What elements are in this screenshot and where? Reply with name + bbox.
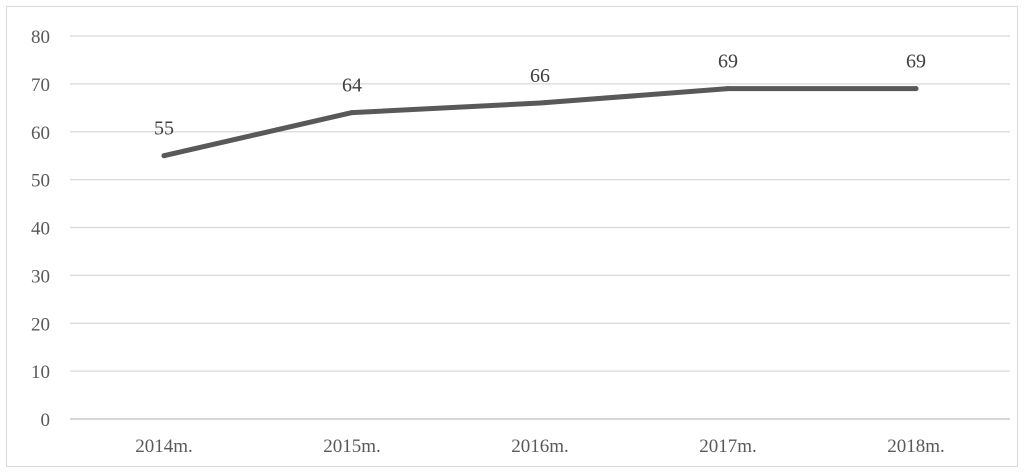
- y-tick-label: 80: [31, 27, 50, 48]
- x-tick-label: 2015m.: [323, 436, 381, 457]
- y-tick-label: 10: [31, 362, 50, 383]
- series-line: [161, 86, 919, 159]
- x-axis: 2014m. 2015m. 2016m. 2017m. 2018m.: [70, 418, 1010, 457]
- data-labels: 55 64 66 69 69: [154, 51, 926, 140]
- data-label: 66: [530, 65, 550, 87]
- x-tick-label: 2016m.: [511, 436, 569, 457]
- data-point: [537, 100, 543, 106]
- y-tick-label: 30: [31, 266, 50, 287]
- y-tick-label: 40: [31, 219, 50, 240]
- y-axis: 0 10 20 30 40 50 60 70 80: [31, 27, 50, 431]
- y-tick-label: 70: [31, 75, 50, 96]
- data-label: 69: [718, 51, 738, 73]
- x-tick-label: 2017m.: [699, 436, 757, 457]
- x-tick-label: 2014m.: [135, 436, 193, 457]
- x-tick-label: 2018m.: [887, 436, 945, 457]
- data-point: [913, 86, 919, 92]
- y-tick-label: 60: [31, 123, 50, 144]
- series-line-0: [161, 86, 919, 159]
- data-label: 69: [906, 51, 926, 73]
- data-point: [349, 110, 355, 116]
- data-label: 64: [342, 75, 362, 97]
- data-label: 55: [154, 118, 174, 140]
- gridlines: [70, 35, 1010, 372]
- chart-area: [6, 6, 1018, 467]
- data-point: [725, 86, 731, 92]
- y-tick-label: 20: [31, 314, 50, 335]
- y-tick-label: 50: [31, 171, 50, 192]
- y-tick-label: 0: [41, 410, 51, 431]
- data-point: [161, 153, 167, 159]
